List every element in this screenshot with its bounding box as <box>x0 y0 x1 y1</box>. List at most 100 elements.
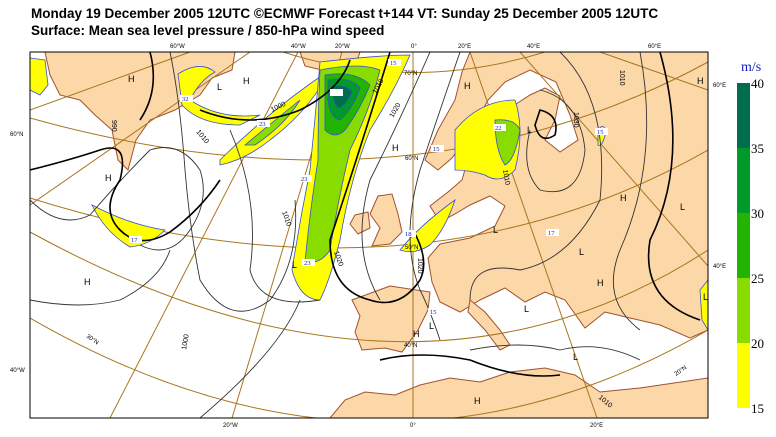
legend-tick: 30 <box>751 206 764 221</box>
isobar <box>229 129 321 303</box>
legend-tick: 25 <box>751 271 764 286</box>
svg-text:15: 15 <box>430 309 437 316</box>
high-marker: H <box>464 81 471 91</box>
wind-area <box>494 119 521 166</box>
legend-tick: 20 <box>751 336 764 351</box>
isobar-1010-east <box>534 109 557 140</box>
high-marker: H <box>697 76 704 86</box>
low-marker: L <box>573 352 578 362</box>
wind-label: 17 <box>546 229 559 237</box>
lon-60w <box>30 52 251 206</box>
legend-unit: m/s <box>741 60 761 75</box>
wind-label <box>330 89 343 96</box>
isobar-label: 1010 <box>501 169 511 186</box>
svg-text:17: 17 <box>131 237 138 244</box>
isobar <box>199 299 301 418</box>
wind-area <box>177 66 261 126</box>
lon-label: 60°E <box>648 44 661 50</box>
bold-isobars <box>30 52 701 377</box>
wind-area <box>243 99 301 146</box>
lon-label: 40°W <box>291 44 306 50</box>
low-marker: L <box>524 304 529 314</box>
lon-40e <box>519 52 708 267</box>
wind-label: 23 <box>257 120 270 128</box>
lon-label: 60°W <box>170 44 185 50</box>
isobar-label: 1010 <box>280 210 292 227</box>
isobar <box>526 89 586 193</box>
iberia <box>351 285 431 353</box>
legend-band-20-25 <box>737 278 750 343</box>
high-marker: H <box>128 74 135 84</box>
great-britain <box>369 193 403 247</box>
isobar-label: 1020 <box>416 258 423 274</box>
isobar-label: 1030 <box>572 112 579 128</box>
lat-60n <box>30 61 708 161</box>
pressure-centers: H H H L H H L H L L H L H H L L L H H L … <box>84 74 708 406</box>
isobar-label: 990 <box>110 120 117 132</box>
ireland <box>349 211 371 235</box>
map-title: Monday 19 December 2005 12UTC ©ECMWF For… <box>31 6 659 21</box>
wind-speed-legend: m/s 40 35 30 25 20 15 <box>737 60 764 416</box>
isobar-label: 1010 <box>618 70 625 86</box>
svg-text:18: 18 <box>405 231 412 238</box>
wind-label: 15 <box>595 128 608 136</box>
svg-text:23: 23 <box>259 121 266 128</box>
high-marker: H <box>105 173 112 183</box>
lon-label: 40°E <box>527 44 540 50</box>
isobar <box>30 147 204 251</box>
edge-label: 40°W <box>10 368 25 374</box>
wind-label: 18 <box>403 230 416 238</box>
map-subtitle: Surface: Mean sea level pressure / 850-h… <box>31 23 385 38</box>
low-marker: L <box>493 225 498 235</box>
legend-tick: 15 <box>751 401 764 416</box>
map-area <box>30 52 708 418</box>
low-marker: L <box>292 260 297 270</box>
legend-band-15-20 <box>737 343 750 408</box>
wind-label: 22 <box>493 124 506 132</box>
wind-label: 23 <box>302 259 315 267</box>
low-marker: L <box>527 125 532 135</box>
edge-label: 60°E <box>713 83 726 89</box>
isobar-label: 1020 <box>332 250 344 267</box>
high-marker: H <box>474 396 481 406</box>
lon-40w <box>109 52 299 418</box>
high-marker: H <box>392 143 399 153</box>
svg-text:15: 15 <box>597 129 604 136</box>
isobar-1020-south <box>379 354 561 377</box>
svg-text:22: 22 <box>495 125 502 132</box>
isobar <box>469 344 641 361</box>
lon-label: 20°W <box>335 44 350 50</box>
lon-label: 20°E <box>590 423 603 429</box>
lon-80w <box>30 52 191 111</box>
svg-text:15: 15 <box>390 60 397 67</box>
high-marker: H <box>597 278 604 288</box>
svg-text:17: 17 <box>548 230 555 237</box>
isobar-1020 <box>329 52 425 304</box>
low-marker: L <box>579 247 584 257</box>
legend-tick: 35 <box>751 141 764 156</box>
lon-label: 20°E <box>458 44 471 50</box>
legend-band-25-30 <box>737 213 750 278</box>
isobar <box>169 52 297 312</box>
svg-text:15: 15 <box>433 146 440 153</box>
lat-label: 50°N <box>405 245 418 251</box>
longitude-labels-top: 60°W 40°W 20°W 0° 20°E 40°E 60°E <box>170 44 661 50</box>
edge-label: 60°N <box>10 132 23 138</box>
wind-label: 15 <box>428 308 441 316</box>
isobar <box>409 52 461 341</box>
low-marker: L <box>703 292 708 302</box>
isobar-990 <box>199 59 351 121</box>
isobar <box>30 249 171 306</box>
lat-label: 40°N <box>404 343 417 349</box>
wind-area <box>30 57 49 96</box>
lon-60e <box>599 52 708 91</box>
legend-band-35-40 <box>737 83 750 148</box>
isobar-1020-east <box>647 52 701 321</box>
isobar <box>469 52 603 301</box>
low-marker: L <box>429 321 434 331</box>
svg-text:23: 23 <box>304 260 311 267</box>
isobar-label: 1000 <box>181 334 191 351</box>
wind-area <box>699 279 708 331</box>
lon-label: 0° <box>411 44 417 50</box>
